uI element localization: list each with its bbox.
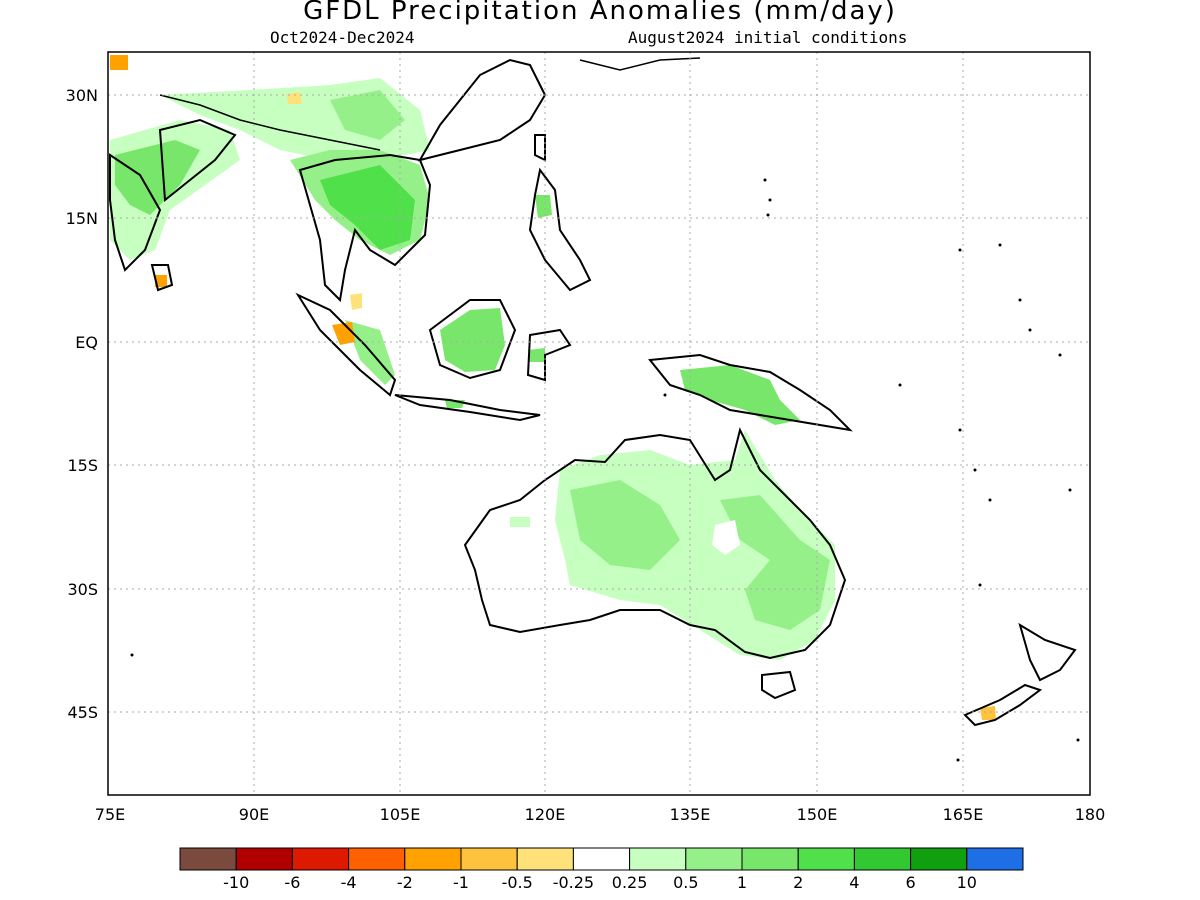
anomaly-nw-australia [510, 517, 530, 527]
legend-swatch [572, 847, 631, 871]
lon-label-105e: 105E [380, 805, 421, 824]
legend-label: 4 [849, 873, 859, 892]
graticule [108, 52, 1090, 795]
lat-labels: 30N 15N EQ 15S 30S 45S [66, 86, 98, 722]
anomaly-india-core [115, 140, 200, 215]
lon-label-120e: 120E [525, 805, 566, 824]
legend-label: 10 [957, 873, 977, 892]
coastline-sri-lanka [150, 264, 174, 292]
legend-swatch [629, 847, 687, 871]
forecast-period: Oct2024-Dec2024 [270, 28, 415, 47]
legend-swatch [797, 847, 855, 871]
anomaly-indochina-core [320, 165, 415, 250]
legend-swatch [741, 847, 799, 871]
coastline-indochina [298, 153, 432, 303]
legend-swatch [853, 847, 912, 871]
legend-label: 0.5 [673, 873, 698, 892]
legend-swatch [516, 847, 574, 871]
legend-labels: -10 -6 -4 -2 -1 -0.5 -0.25 0.25 0.5 1 2 4 6 10 [223, 873, 977, 892]
anomaly-shading [110, 55, 996, 720]
coastline-sumatra [295, 292, 397, 397]
legend-swatch [179, 847, 237, 871]
lat-label-30n: 30N [66, 86, 98, 105]
lat-label-15s: 15S [67, 456, 98, 475]
anomaly-malay-dry [350, 293, 362, 310]
map-title: GFDL Precipitation Anomalies (mm/day) [303, 0, 897, 26]
lon-labels: 75E 90E 105E 120E 135E 150E 165E 180 [95, 805, 1106, 824]
legend-swatch [348, 847, 406, 871]
lon-label-150e: 150E [797, 805, 838, 824]
anomaly-philippines [535, 195, 552, 218]
coastline-taiwan [534, 134, 546, 162]
anomaly-sumatra-dry [332, 322, 355, 345]
legend-label: 1 [737, 873, 747, 892]
pacific-islands [130, 178, 1080, 762]
legend-label: -1 [453, 873, 469, 892]
coastline-new-zealand-north [1018, 622, 1077, 682]
anomaly-australia-core-east [720, 495, 830, 630]
lat-label-15n: 15N [66, 209, 98, 228]
anomaly-nz-dry [980, 706, 996, 720]
lon-label-135e: 135E [670, 805, 711, 824]
coastline-java [394, 394, 541, 422]
coastline-philippines [528, 167, 592, 292]
coastline-sulawesi [526, 328, 572, 382]
legend-label: 2 [793, 873, 803, 892]
coastline-china [417, 58, 547, 162]
anomaly-china-core [330, 90, 405, 140]
legend-label: -0.25 [553, 873, 594, 892]
legend-swatch [404, 847, 462, 871]
coastline-japan [579, 57, 701, 71]
lat-label-30s: 30S [67, 580, 98, 599]
legend-label: -6 [284, 873, 300, 892]
legend-swatch [460, 847, 518, 871]
legend-label: -2 [397, 873, 413, 892]
map-frame [107, 51, 1091, 796]
legend-label: -0.5 [502, 873, 533, 892]
anomaly-nepal-dry [287, 92, 302, 104]
anomaly-pakistan-dry [110, 55, 128, 70]
coastlines [109, 57, 1077, 727]
color-legend: -10 -6 -4 -2 -1 -0.5 -0.25 0.25 0.5 1 2 4 6 10 [179, 847, 1024, 892]
anomaly-sri-lanka-dry [155, 275, 167, 287]
lat-label-eq: EQ [75, 333, 98, 352]
anomaly-australia-gap [712, 520, 740, 555]
lat-label-45s: 45S [67, 703, 98, 722]
lon-label-180: 180 [1075, 805, 1106, 824]
coastline-new-zealand-south [963, 683, 1043, 727]
anomaly-sulawesi [528, 348, 546, 362]
legend-swatch [235, 847, 293, 871]
anomaly-new-guinea [680, 365, 800, 425]
coastline-india [109, 118, 237, 272]
lon-label-165e: 165E [943, 805, 984, 824]
initial-conditions: August2024 initial conditions [628, 28, 908, 47]
legend-swatch [910, 847, 968, 871]
legend-label: 6 [906, 873, 916, 892]
lon-label-90e: 90E [239, 805, 269, 824]
coastline-borneo [428, 299, 517, 380]
coastline-tasmania [761, 670, 797, 700]
lon-label-75e: 75E [95, 805, 125, 824]
coastline-new-guinea [648, 353, 853, 432]
legend-label: -10 [223, 873, 249, 892]
legend-swatch [685, 847, 743, 871]
anomaly-borneo [440, 308, 505, 372]
coastline-australia [463, 427, 847, 660]
anomaly-australia-core-west [570, 480, 680, 570]
legend-swatch [291, 847, 350, 871]
legend-label: 0.25 [612, 873, 648, 892]
coastline-himalaya-border [159, 94, 381, 151]
legend-swatch [966, 847, 1024, 871]
legend-label: -4 [341, 873, 357, 892]
legend-boxes [179, 847, 1024, 871]
